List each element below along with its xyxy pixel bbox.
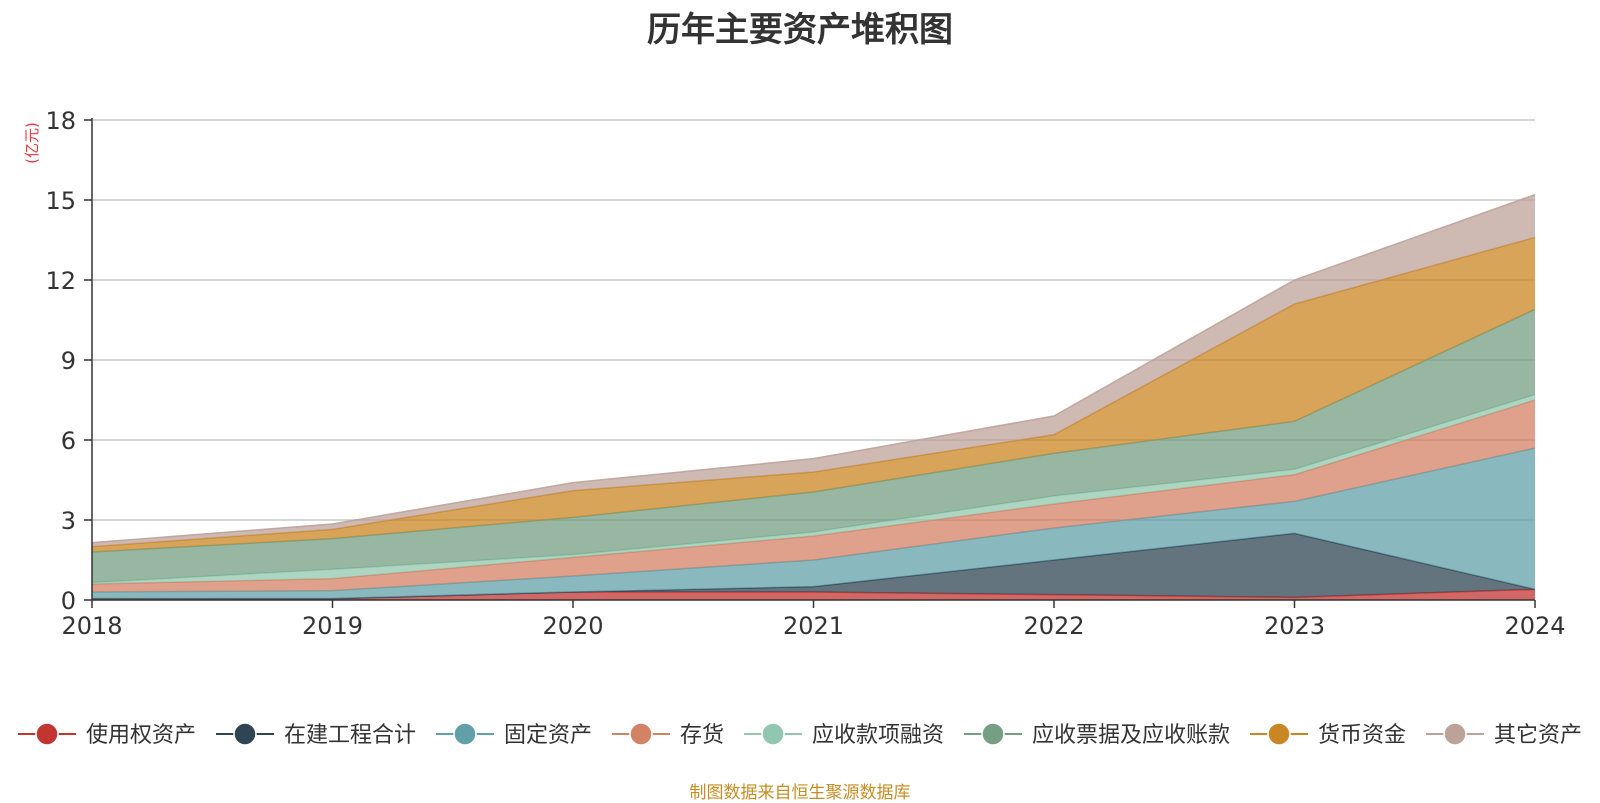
- area-series-6[interactable]: [92, 237, 1535, 553]
- legend-label: 使用权资产: [86, 723, 196, 748]
- legend-item-4[interactable]: 应收款项融资: [744, 722, 944, 748]
- legend-label: 固定资产: [504, 723, 592, 748]
- legend-marker: [629, 722, 653, 746]
- x-tick-label: 2018: [61, 612, 122, 640]
- legend-label: 应收款项融资: [812, 723, 944, 748]
- legend-marker: [453, 722, 477, 746]
- legend-marker: [761, 722, 785, 746]
- legend-item-7[interactable]: 其它资产: [1426, 722, 1582, 748]
- y-tick-label: 6: [61, 427, 76, 455]
- area-series: [91, 193, 1536, 600]
- legend-label: 在建工程合计: [284, 723, 416, 748]
- y-tick-label: 12: [45, 267, 76, 295]
- legend-label: 其它资产: [1494, 723, 1582, 748]
- y-tick-label: 3: [61, 507, 76, 535]
- legend-item-2[interactable]: 固定资产: [436, 722, 592, 748]
- legend-item-6[interactable]: 货币资金: [1250, 722, 1406, 748]
- x-tick-label: 2022: [1023, 612, 1084, 640]
- chart-title: 历年主要资产堆积图: [647, 10, 953, 50]
- legend-item-3[interactable]: 存货: [612, 722, 724, 748]
- y-tick-label: 18: [45, 107, 76, 135]
- y-tick-label: 15: [45, 187, 76, 215]
- area-series-line-7: [91, 193, 1536, 544]
- x-tick-label: 2021: [783, 612, 844, 640]
- x-tick-label: 2023: [1264, 612, 1325, 640]
- legend-label: 应收票据及应收账款: [1032, 723, 1230, 748]
- y-tick-label: 0: [61, 587, 76, 615]
- area-series-0[interactable]: [92, 589, 1535, 600]
- area-series-1[interactable]: [92, 533, 1535, 599]
- area-series-5[interactable]: [92, 309, 1535, 583]
- legend-marker: [1267, 722, 1291, 746]
- legend: 使用权资产 在建工程合计 固定资产 存货 应收款项融资 应收票据及应收账款 货币资金 其它资产: [18, 722, 1582, 748]
- x-tick-label: 2024: [1504, 612, 1565, 640]
- source-note: 制图数据来自恒生聚源数据库: [689, 783, 911, 803]
- legend-item-5[interactable]: 应收票据及应收账款: [964, 722, 1230, 748]
- x-tick-label: 2020: [542, 612, 603, 640]
- legend-label: 货币资金: [1318, 723, 1406, 748]
- legend-label: 存货: [680, 723, 724, 748]
- x-tick-label: 2019: [302, 612, 363, 640]
- legend-marker: [35, 722, 59, 746]
- legend-item-0[interactable]: 使用权资产: [18, 722, 196, 748]
- y-tick-label: 9: [61, 347, 76, 375]
- legend-marker: [981, 722, 1005, 746]
- area-series-2[interactable]: [92, 448, 1535, 599]
- legend-item-1[interactable]: 在建工程合计: [216, 722, 416, 748]
- y-axis-unit-label: (亿元): [23, 122, 41, 164]
- gridlines: [92, 119, 1535, 521]
- legend-marker: [233, 722, 257, 746]
- area-series-3[interactable]: [92, 400, 1535, 592]
- legend-marker: [1443, 722, 1467, 746]
- axes: 0 3 6 9 12 15 18 2018 2019 2020 2021 2022 2023 2024: [45, 107, 1565, 640]
